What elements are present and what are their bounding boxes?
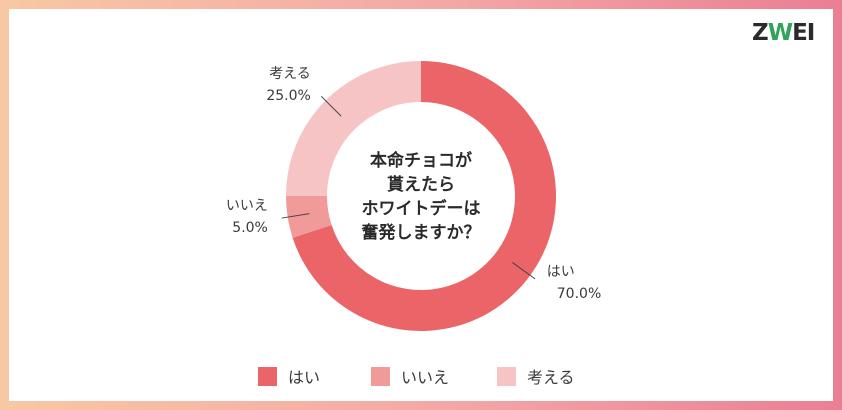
center-title-line-4: 奮発しますか？ xyxy=(361,222,481,243)
callout-value-3: 25.0% xyxy=(266,88,310,104)
callout-category-2: いいえ xyxy=(226,198,268,214)
callout-value-1: 70.0% xyxy=(557,286,601,302)
slice-1 xyxy=(292,61,556,332)
slice-2 xyxy=(286,196,332,238)
zwei-logo: ZWEI xyxy=(752,20,815,46)
chart-slices xyxy=(286,61,556,332)
callout-line-1 xyxy=(512,262,536,280)
callout-line-3 xyxy=(320,95,342,117)
legend-label-1: はい xyxy=(288,368,320,387)
callout-value-2: 5.0% xyxy=(232,220,268,236)
callout-category-1: はい xyxy=(547,264,575,280)
center-title-line-1: 本命チョコが xyxy=(370,150,472,171)
legend-swatch-3 xyxy=(497,367,516,386)
chart-callouts: はい 70.0% いいえ 5.0% 考える 25.0% xyxy=(226,66,601,302)
callout-line-2 xyxy=(281,213,310,219)
center-title-line-3: ホワイトデーは xyxy=(362,198,481,219)
legend-label-3: 考える xyxy=(527,368,575,387)
slice-3 xyxy=(286,61,421,196)
legend-swatch-2 xyxy=(371,367,390,386)
callout-category-3: 考える xyxy=(269,66,311,82)
chart-legend: はい いいえ 考える xyxy=(258,367,575,387)
center-title-line-2: 貰えたら xyxy=(387,174,455,195)
legend-swatch-1 xyxy=(258,367,277,386)
legend-label-2: いいえ xyxy=(401,368,449,387)
